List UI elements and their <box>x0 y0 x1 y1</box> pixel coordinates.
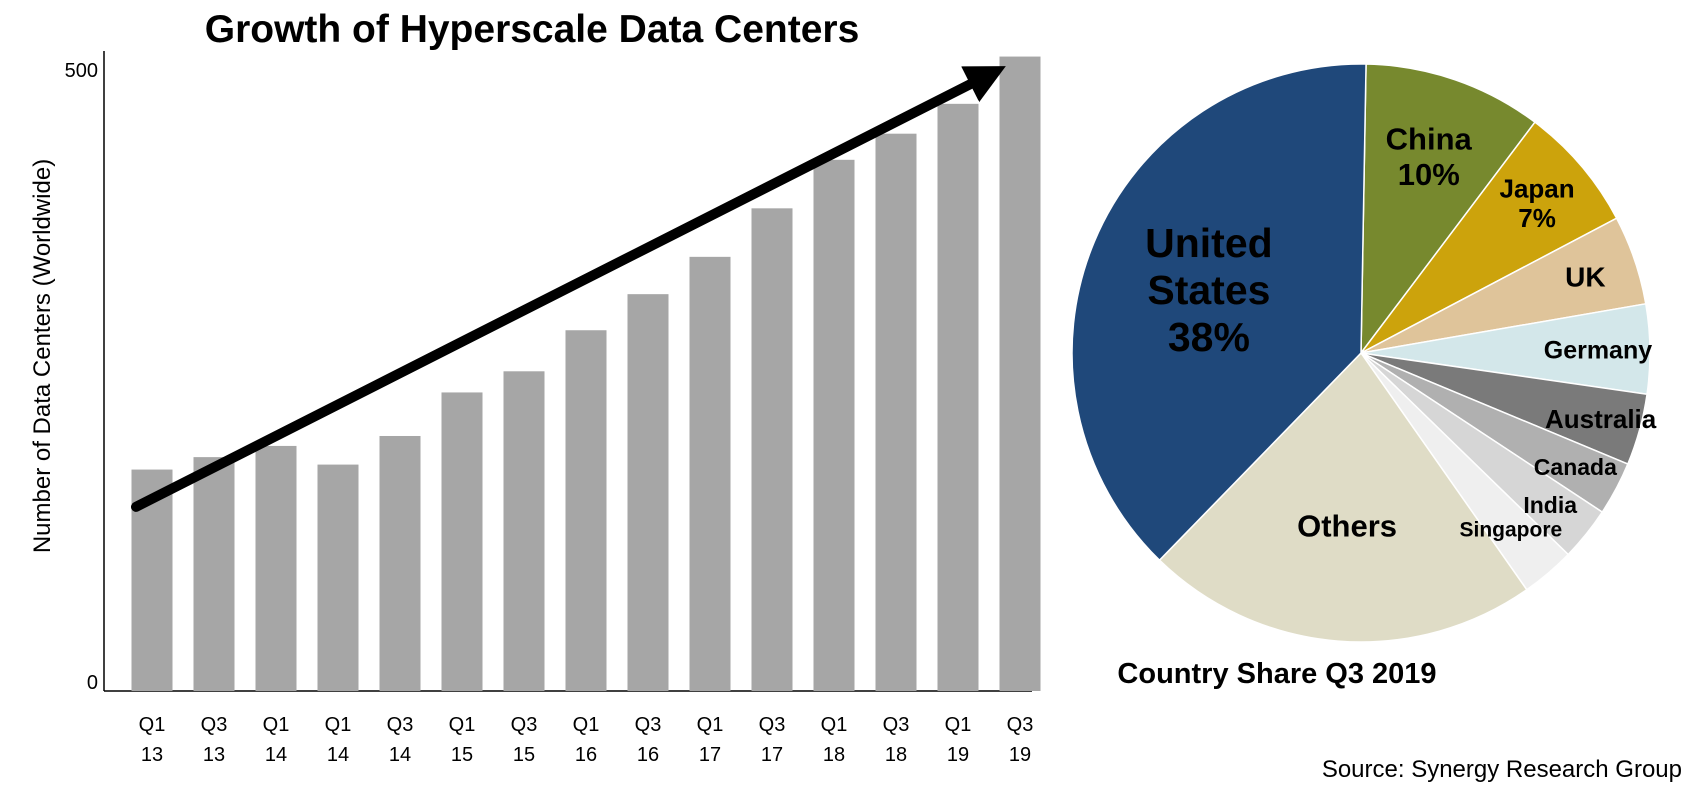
x-tick-label: Q3 13 <box>201 714 228 766</box>
x-tick-label: Q3 15 <box>511 714 538 766</box>
y-tick-labels: 0 500 <box>65 60 98 694</box>
x-tick-label: Q1 14 <box>325 714 352 766</box>
x-tick-label: Q1 16 <box>573 714 600 766</box>
bar <box>379 435 421 691</box>
y-axis-label: Number of Data Centers (Worldwide) <box>29 159 56 553</box>
y-tick-label: 0 <box>87 672 98 694</box>
x-tick-label: Q3 17 <box>759 714 786 766</box>
x-tick-labels: Q1 13 Q3 13 Q1 14 Q1 14 Q3 14 Q1 15 Q3 15 Q1 16 Q3 16 Q1 17… <box>139 714 1034 766</box>
x-tick-label: Q3 19 <box>1007 714 1034 766</box>
source-note: Source: Synergy Research Group <box>1322 756 1682 783</box>
bar <box>255 445 297 691</box>
bar <box>689 256 731 691</box>
bar <box>813 159 855 691</box>
bar <box>999 56 1041 692</box>
pie-slice-label: UK <box>1565 261 1605 292</box>
pie-slice-label: Japan 7% <box>1499 173 1574 233</box>
pie-slice <box>1360 121 1618 354</box>
bar <box>937 103 979 691</box>
x-tick-label: Q1 14 <box>263 714 290 766</box>
bar <box>875 133 917 692</box>
pie-slice-labels: China 10% Japan 7% UK Germany Australia Canada I… <box>1145 121 1657 543</box>
bar <box>193 457 235 691</box>
pie-slice-label: Canada <box>1534 454 1617 480</box>
x-tick-label: Q1 15 <box>449 714 476 766</box>
trend-arrow <box>131 66 1006 512</box>
pie-slice-label: Others <box>1297 509 1397 544</box>
x-tick-label: Q3 16 <box>635 714 662 766</box>
pie-slice <box>1360 63 1536 356</box>
pie-slice-label: Singapore <box>1460 518 1563 541</box>
bar <box>441 392 483 691</box>
bar-series <box>131 56 1041 692</box>
pie-slice-label: Australia <box>1545 404 1657 434</box>
bar <box>503 371 545 691</box>
pie-chart <box>1071 63 1651 643</box>
x-tick-label: Q3 18 <box>883 714 910 766</box>
pie-slice-label: China 10% <box>1386 121 1473 192</box>
x-tick-label: Q1 18 <box>821 714 848 766</box>
bar <box>751 208 793 691</box>
pie-slice-label: India <box>1523 492 1577 518</box>
bar-chart-title: Growth of Hyperscale Data Centers <box>205 8 860 51</box>
pie-slice-label: Germany <box>1544 336 1652 364</box>
pie-slice <box>1071 63 1367 562</box>
pie-chart-title: Country Share Q3 2019 <box>1117 658 1436 690</box>
bar <box>565 330 607 691</box>
pie-slice <box>1158 351 1528 643</box>
bar <box>317 464 359 691</box>
x-tick-label: Q3 14 <box>387 714 414 766</box>
pie-slice-label: United States 38% <box>1145 220 1273 360</box>
y-tick-label: 500 <box>65 60 98 82</box>
x-tick-label: Q1 13 <box>139 714 166 766</box>
x-tick-label: Q1 17 <box>697 714 724 766</box>
bar <box>627 294 669 691</box>
x-tick-label: Q1 19 <box>945 714 972 766</box>
